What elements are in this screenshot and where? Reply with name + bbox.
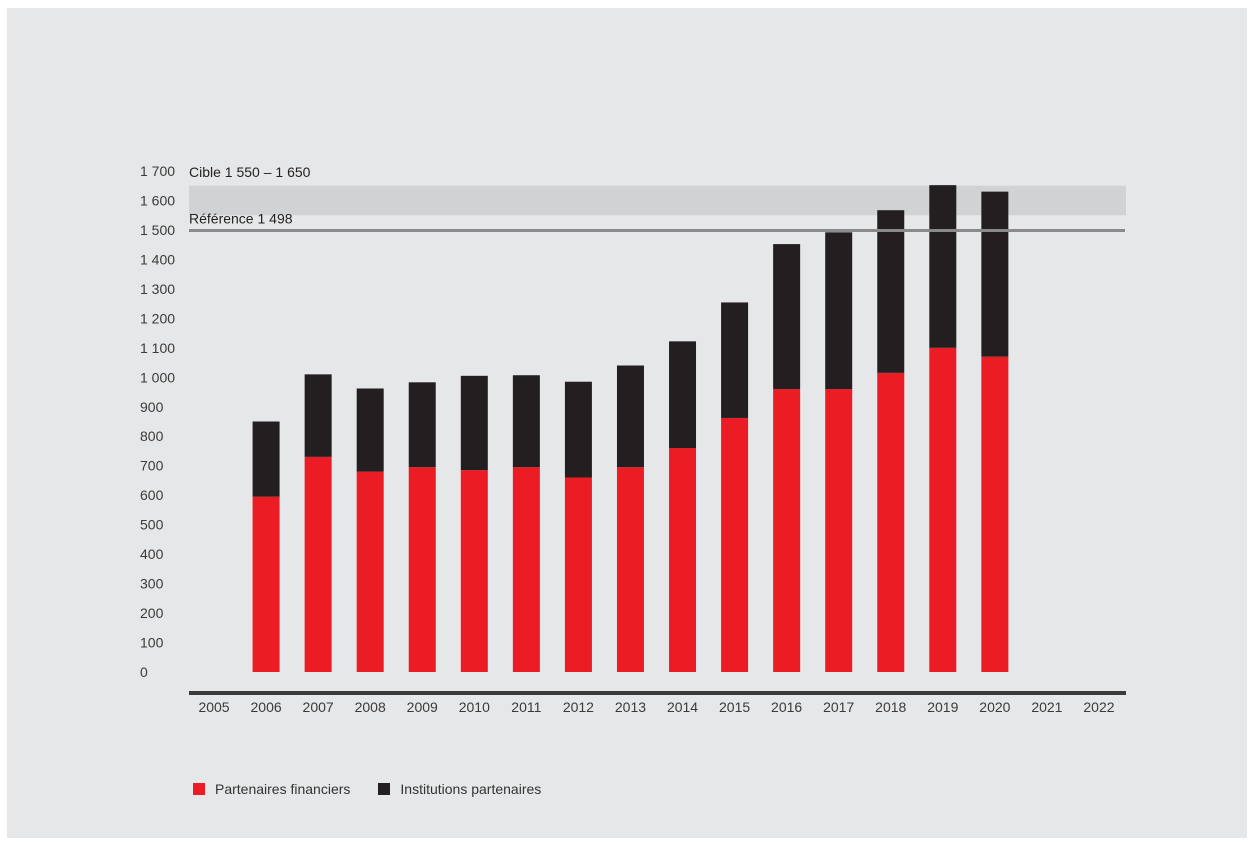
y-tick-label: 800: [140, 428, 164, 444]
target-band-label: Cible 1 550 – 1 650: [189, 164, 311, 180]
x-tick-label: 2009: [407, 699, 438, 715]
legend-item: Institutions partenaires: [378, 781, 541, 797]
y-tick-label: 600: [140, 487, 164, 503]
bar-partenaires-financiers-2008: [356, 471, 384, 672]
bar-partenaires-financiers-2014: [669, 448, 697, 672]
x-tick-label: 2012: [563, 699, 594, 715]
legend-swatch: [378, 783, 391, 795]
x-tick-label: 2006: [251, 699, 282, 715]
y-tick-label: 300: [140, 576, 164, 592]
x-tick-label: 2011: [511, 699, 541, 715]
bar-partenaires-financiers-2019: [929, 347, 957, 672]
bar-partenaires-financiers-2010: [460, 470, 488, 672]
y-tick-label: 700: [140, 458, 164, 474]
bar-partenaires-financiers-2015: [721, 417, 749, 672]
x-tick-label: 2005: [198, 699, 229, 715]
legend-swatch: [193, 783, 205, 795]
legend-label: Partenaires financiers: [215, 781, 351, 797]
bar-institutions-partenaires-2018: [877, 210, 905, 373]
x-tick-label: 2021: [1031, 699, 1062, 715]
bar-institutions-partenaires-2012: [564, 381, 592, 478]
y-tick-label: 1 000: [140, 369, 175, 385]
x-tick-label: 2016: [771, 699, 802, 715]
x-tick-label: 2020: [979, 699, 1010, 715]
chart-panel: Cible 1 550 – 1 650 Référence 1 498 0 100…: [7, 8, 1247, 838]
x-axis-line: [189, 691, 1126, 695]
bar-partenaires-financiers-2007: [304, 456, 332, 672]
legend-item: Partenaires financiers: [193, 781, 350, 797]
x-tick-label: 2014: [667, 699, 698, 715]
y-tick-label: 1 400: [140, 251, 175, 267]
bar-institutions-partenaires-2006: [252, 421, 280, 497]
bar-partenaires-financiers-2006: [252, 496, 280, 672]
bar-partenaires-financiers-2009: [408, 467, 436, 672]
x-tick-label: 2007: [303, 699, 334, 715]
x-tick-label: 2008: [355, 699, 386, 715]
x-tick-label: 2010: [459, 699, 490, 715]
bar-institutions-partenaires-2020: [981, 191, 1009, 357]
y-tick-label: 100: [140, 635, 164, 651]
legend: Partenaires financiers Institutions parte…: [193, 781, 569, 797]
y-tick-label: 1 700: [140, 163, 175, 179]
bar-institutions-partenaires-2015: [721, 302, 749, 418]
x-tick-label: 2018: [875, 699, 906, 715]
x-tick-label: 2019: [927, 699, 958, 715]
bar-institutions-partenaires-2016: [773, 244, 801, 390]
bar-partenaires-financiers-2016: [773, 389, 801, 672]
y-tick-label: 0: [140, 664, 148, 680]
target-band: [189, 185, 1126, 216]
bar-partenaires-financiers-2018: [877, 372, 905, 672]
bar-institutions-partenaires-2014: [669, 341, 697, 449]
legend-label: Institutions partenaires: [400, 781, 542, 797]
x-tick-label: 2017: [823, 699, 854, 715]
bar-institutions-partenaires-2019: [929, 185, 957, 348]
reference-line-label: Référence 1 498: [189, 211, 293, 227]
stacked-bar-chart: Cible 1 550 – 1 650 Référence 1 498 0 100…: [140, 163, 1126, 715]
bar-institutions-partenaires-2010: [460, 375, 488, 471]
x-tick-label: 2015: [719, 699, 750, 715]
y-tick-label: 400: [140, 546, 164, 562]
bar-partenaires-financiers-2020: [981, 356, 1009, 672]
bar-institutions-partenaires-2008: [356, 388, 384, 472]
y-tick-label: 1 300: [140, 281, 175, 297]
bar-partenaires-financiers-2012: [564, 477, 592, 672]
y-tick-label: 1 600: [140, 192, 175, 208]
y-tick-label: 1 200: [140, 310, 175, 326]
x-tick-label: 2013: [615, 699, 646, 715]
y-tick-label: 900: [140, 399, 164, 415]
y-tick-label: 500: [140, 517, 164, 533]
bar-partenaires-financiers-2013: [616, 467, 644, 672]
y-tick-label: 1 100: [140, 340, 175, 356]
bar-institutions-partenaires-2011: [512, 375, 540, 468]
bar-institutions-partenaires-2007: [304, 374, 332, 457]
bar-institutions-partenaires-2013: [616, 365, 644, 468]
x-tick-label: 2022: [1083, 699, 1114, 715]
bar-partenaires-financiers-2011: [512, 467, 540, 672]
bar-institutions-partenaires-2017: [825, 232, 853, 390]
y-tick-label: 200: [140, 605, 164, 621]
bar-partenaires-financiers-2017: [825, 389, 853, 672]
bar-institutions-partenaires-2009: [408, 382, 436, 468]
y-tick-label: 1 500: [140, 222, 175, 238]
